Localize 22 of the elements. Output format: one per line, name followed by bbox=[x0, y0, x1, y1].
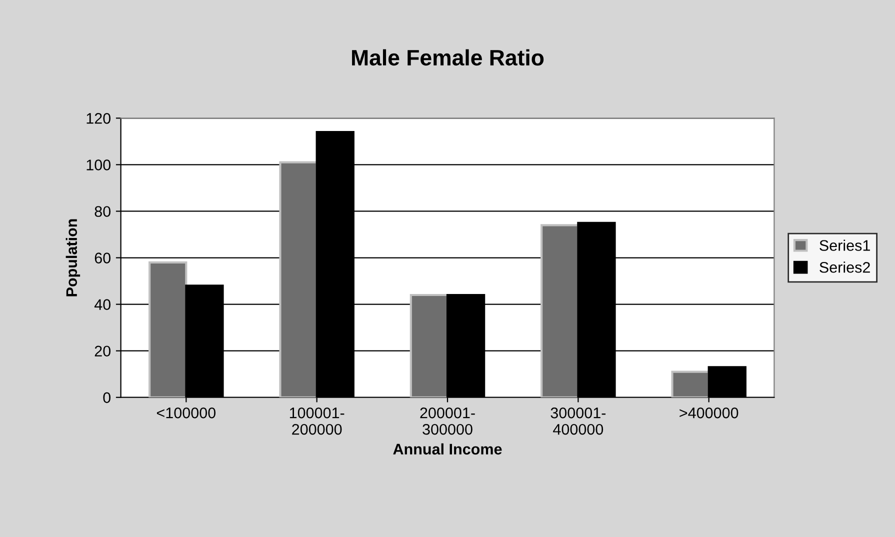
y-tick-label: 40 bbox=[94, 299, 111, 310]
x-tick-label: <100000 bbox=[156, 408, 216, 418]
x-axis-title: Annual Income bbox=[393, 443, 502, 455]
x-tick-label: 300001- 400000 bbox=[550, 408, 606, 435]
x-tick-label: 200001- 300000 bbox=[420, 408, 475, 435]
y-tick-label: 0 bbox=[103, 392, 111, 404]
y-tick-label: 100 bbox=[86, 160, 111, 170]
y-tick-label: 20 bbox=[94, 346, 111, 357]
chart-title: Male Female Ratio bbox=[352, 49, 544, 66]
x-tick-label: 100001- 200000 bbox=[290, 408, 344, 435]
y-axis-title: Population bbox=[66, 219, 80, 296]
bar bbox=[279, 161, 318, 398]
legend-label: Series1 bbox=[820, 240, 870, 251]
bar bbox=[540, 224, 580, 398]
y-tick-label: 80 bbox=[94, 206, 111, 217]
x-tick-label: >400000 bbox=[680, 408, 738, 418]
bar bbox=[671, 370, 710, 398]
bar bbox=[148, 261, 188, 398]
y-tick-label: 120 bbox=[86, 113, 111, 124]
y-tick-label: 60 bbox=[94, 252, 111, 264]
bar bbox=[410, 294, 449, 398]
legend-label: Series2 bbox=[820, 262, 870, 273]
